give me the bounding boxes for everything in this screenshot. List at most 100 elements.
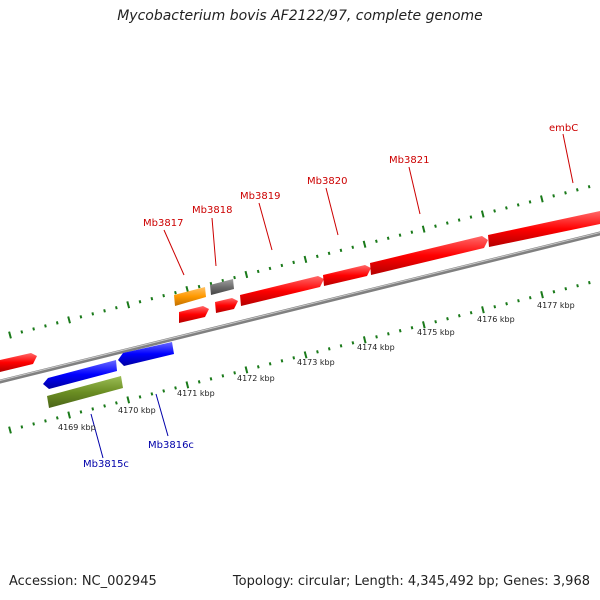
orange-feature[interactable] bbox=[174, 287, 206, 306]
minor-tick bbox=[280, 263, 284, 268]
map-title: Mycobacterium bovis AF2122/97, complete … bbox=[117, 8, 483, 24]
minor-tick bbox=[410, 326, 414, 330]
scale-label: 4170 kbp bbox=[118, 406, 156, 415]
minor-tick bbox=[516, 203, 520, 207]
rna-feature[interactable] bbox=[47, 376, 123, 408]
minor-tick bbox=[79, 315, 83, 319]
minor-tick bbox=[55, 321, 59, 325]
minor-tick bbox=[20, 330, 24, 334]
minor-tick bbox=[316, 350, 319, 354]
label-callouts bbox=[90, 133, 574, 459]
minor-tick bbox=[292, 356, 296, 360]
gene-feature-reverse[interactable] bbox=[43, 360, 117, 389]
minor-tick bbox=[44, 324, 47, 328]
callout-line bbox=[408, 166, 421, 215]
minor-tick bbox=[552, 290, 556, 294]
major-tick bbox=[8, 426, 12, 434]
minor-tick bbox=[564, 191, 567, 195]
minor-tick bbox=[174, 386, 177, 390]
minor-tick bbox=[469, 215, 473, 219]
callout-line bbox=[562, 133, 574, 184]
minor-tick bbox=[505, 206, 508, 210]
gray-feature[interactable] bbox=[210, 279, 234, 295]
lower-tick-track bbox=[8, 280, 591, 434]
minor-tick bbox=[517, 299, 520, 303]
upper-tick-track bbox=[8, 185, 591, 339]
minor-tick bbox=[434, 224, 437, 228]
minor-tick bbox=[434, 320, 437, 324]
minor-tick bbox=[103, 404, 106, 408]
minor-tick bbox=[150, 392, 154, 396]
major-tick bbox=[422, 321, 426, 329]
gene-label-mb3821[interactable]: Mb3821 bbox=[389, 155, 429, 166]
major-tick bbox=[8, 331, 12, 339]
callout-line bbox=[163, 229, 185, 276]
major-tick bbox=[421, 225, 426, 233]
minor-tick bbox=[256, 269, 260, 274]
minor-tick bbox=[469, 311, 473, 315]
minor-tick bbox=[386, 236, 390, 240]
minor-tick bbox=[32, 327, 35, 331]
gene-label-mb3818[interactable]: Mb3818 bbox=[192, 205, 232, 216]
scale-labels: 4169 kbp 4170 kbp 4171 kbp 4172 kbp 4173… bbox=[58, 301, 575, 432]
gene-feature-forward[interactable] bbox=[488, 211, 600, 247]
major-tick bbox=[126, 396, 131, 404]
gene-label-mb3819[interactable]: Mb3819 bbox=[240, 191, 280, 202]
forward-features bbox=[0, 211, 600, 372]
gene-feature-forward[interactable] bbox=[215, 298, 238, 313]
minor-tick bbox=[115, 306, 118, 310]
gene-feature-forward[interactable] bbox=[240, 276, 324, 306]
scale-label: 4174 kbp bbox=[357, 343, 395, 352]
reverse-features bbox=[43, 342, 174, 408]
callout-line bbox=[155, 393, 169, 437]
minor-tick bbox=[528, 200, 532, 204]
major-tick bbox=[244, 366, 249, 374]
scale-label: 4176 kbp bbox=[477, 315, 515, 324]
minor-tick bbox=[221, 278, 225, 283]
gene-label-embc[interactable]: embC bbox=[549, 123, 578, 134]
gene-feature-forward[interactable] bbox=[179, 306, 209, 323]
minor-tick bbox=[103, 309, 106, 313]
minor-tick bbox=[233, 275, 236, 280]
accession-text: Accession: NC_002945 bbox=[9, 574, 157, 589]
minor-tick bbox=[209, 377, 213, 381]
major-tick bbox=[480, 210, 485, 218]
genome-backbone bbox=[0, 231, 600, 384]
gene-feature-forward[interactable] bbox=[323, 265, 371, 286]
scale-label: 4175 kbp bbox=[417, 328, 455, 337]
minor-tick bbox=[268, 362, 272, 366]
gene-label-mb3815c[interactable]: Mb3815c bbox=[83, 459, 129, 470]
gene-labels: Mb3815c Mb3816c Mb3817 Mb3818 Mb3819 Mb3… bbox=[83, 123, 578, 470]
minor-tick bbox=[115, 401, 118, 405]
major-tick bbox=[540, 195, 544, 203]
minor-tick bbox=[493, 305, 497, 309]
minor-tick bbox=[339, 248, 343, 253]
gene-feature-reverse[interactable] bbox=[118, 342, 174, 366]
minor-tick bbox=[32, 422, 35, 426]
gene-label-mb3817[interactable]: Mb3817 bbox=[143, 218, 183, 229]
minor-tick bbox=[457, 218, 461, 222]
scale-label: 4169 kbp bbox=[58, 423, 96, 432]
minor-tick bbox=[387, 332, 390, 336]
major-tick bbox=[303, 255, 308, 264]
minor-tick bbox=[528, 296, 532, 300]
major-tick bbox=[303, 351, 308, 359]
minor-tick bbox=[209, 281, 213, 286]
minor-tick bbox=[138, 395, 142, 399]
minor-tick bbox=[315, 254, 319, 259]
minor-tick bbox=[445, 221, 449, 225]
scale-label: 4177 kbp bbox=[537, 301, 575, 310]
callout-line bbox=[325, 187, 339, 236]
minor-tick bbox=[398, 233, 402, 237]
minor-tick bbox=[91, 407, 95, 411]
gene-label-mb3820[interactable]: Mb3820 bbox=[307, 176, 347, 187]
gene-feature-forward[interactable] bbox=[0, 353, 37, 372]
gene-label-mb3816c[interactable]: Mb3816c bbox=[148, 440, 194, 451]
minor-tick bbox=[91, 312, 95, 316]
minor-tick bbox=[268, 266, 272, 271]
callout-line bbox=[90, 413, 104, 459]
gene-feature-forward[interactable] bbox=[370, 236, 488, 275]
major-tick bbox=[185, 381, 190, 389]
minor-tick bbox=[233, 371, 236, 375]
